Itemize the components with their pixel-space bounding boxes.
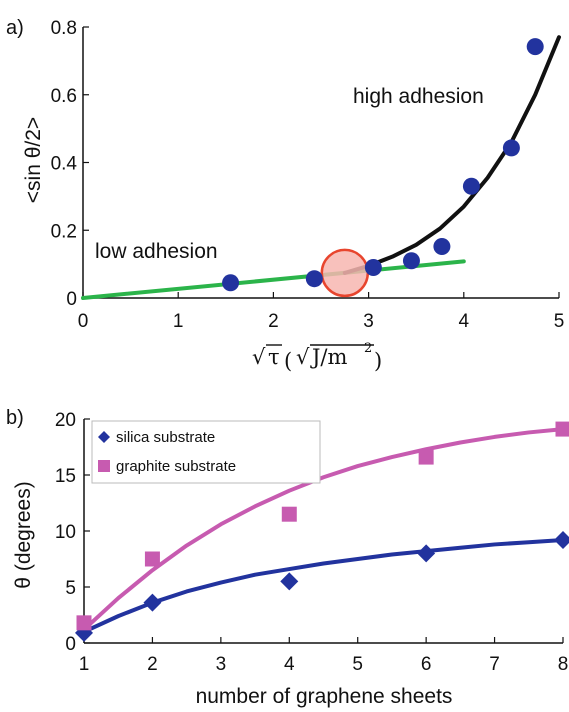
annotation-low-adhesion: low adhesion <box>95 240 218 263</box>
legend-label-graphite: graphite substrate <box>116 458 236 475</box>
panel-b-x-tick-label: 1 <box>79 654 90 675</box>
panel-b-y-tick-label: 5 <box>65 578 76 599</box>
panel-a-x-axis-label: √ τ ( √ J/m 2 ) <box>252 341 382 373</box>
panel-b-y-tick-label: 20 <box>55 410 76 431</box>
data-point <box>305 270 323 288</box>
panel-b-x-tick-label: 6 <box>421 654 432 675</box>
graphite-data-point <box>144 551 160 567</box>
graphite-data-point <box>281 506 297 522</box>
legend-label-silica: silica substrate <box>116 429 215 446</box>
data-point <box>402 252 420 270</box>
legend-box <box>91 420 321 484</box>
panel-b: b) θ (degrees) number of graphene sheets… <box>6 407 569 708</box>
fit-line-graphite <box>82 427 565 632</box>
panel-b-legend: silica substrate graphite substrate <box>91 420 321 484</box>
x-label-units-exponent: 2 <box>364 341 372 356</box>
panel-b-x-tick-label: 3 <box>216 654 227 675</box>
transition-highlight-circle <box>320 248 370 298</box>
panel-a-points <box>222 38 544 298</box>
panel-a-x-tick-label: 2 <box>268 311 279 332</box>
panel-a-y-tick-label: 0.2 <box>51 221 77 242</box>
legend-marker-silica <box>98 431 110 443</box>
panel-a-y-tick-label: 0.8 <box>51 18 77 39</box>
panel-a-y-tick-label: 0.6 <box>51 86 77 107</box>
graphite-data-point <box>418 449 434 465</box>
data-point <box>364 259 382 277</box>
fit-line-silica <box>82 537 565 634</box>
panel-b-label: b) <box>6 407 24 429</box>
fit-line-high-adhesion <box>342 35 561 275</box>
panel-a-x-tick-label: 0 <box>78 311 89 332</box>
silica-data-point <box>417 544 436 563</box>
panel-b-y-tick-label: 15 <box>55 466 76 487</box>
data-point <box>502 139 520 157</box>
x-label-sqrt-symbol: √ <box>252 345 266 369</box>
panel-a-annotations: low adhesion high adhesion <box>95 85 484 263</box>
panel-a-y-axis-label-text: <sin θ/2> <box>22 117 45 203</box>
panel-b-x-axis-label: number of graphene sheets <box>196 685 453 708</box>
panel-a: a) <sin θ/2> √ τ ( √ J/m 2 ) 0 1 2 3 4 500.20… <box>6 17 564 373</box>
panel-a-x-tick-label: 1 <box>173 311 184 332</box>
x-label-units: J/m <box>310 345 347 369</box>
panel-a-fit-lines <box>81 35 561 300</box>
data-point <box>222 274 240 292</box>
panel-b-fit-lines <box>82 427 565 634</box>
graphite-data-point <box>76 615 92 631</box>
panel-b-y-axis-label: θ (degrees) <box>12 481 35 588</box>
data-point <box>526 38 544 56</box>
panel-b-axes: 1 2 3 4 5 6 7 8 0 5 10 15 20 <box>55 410 568 675</box>
panel-b-y-tick-label: 10 <box>55 522 76 543</box>
x-label-paren-open: ( <box>284 349 292 373</box>
fit-line-low-adhesion <box>81 259 466 300</box>
silica-data-point <box>554 530 569 549</box>
panel-a-x-tick-label: 4 <box>459 311 470 332</box>
panel-a-x-tick-label: 5 <box>554 311 565 332</box>
panel-b-x-tick-label: 5 <box>352 654 363 675</box>
x-label-units-sqrt: √ <box>296 345 310 369</box>
graphite-data-point <box>555 421 569 437</box>
panel-b-x-tick-label: 4 <box>284 654 295 675</box>
panel-b-points <box>75 421 569 642</box>
silica-data-point <box>143 593 162 612</box>
panel-b-x-tick-label: 7 <box>489 654 500 675</box>
panel-a-y-tick-label: 0.4 <box>51 154 78 175</box>
data-point <box>433 238 451 256</box>
panel-a-x-tick-label: 3 <box>363 311 374 332</box>
silica-data-point <box>280 572 299 591</box>
panel-b-y-tick-label: 0 <box>65 634 76 655</box>
data-point <box>462 177 480 195</box>
panel-a-label: a) <box>6 17 24 39</box>
legend-marker-graphite <box>98 460 110 472</box>
panel-b-y-axis-label-text: θ (degrees) <box>12 481 35 588</box>
x-label-paren-close: ) <box>374 349 382 373</box>
annotation-high-adhesion: high adhesion <box>353 85 484 108</box>
panel-b-x-tick-label: 8 <box>558 654 569 675</box>
panel-a-y-tick-label: 0 <box>66 289 77 310</box>
panel-a-y-axis-label: <sin θ/2> <box>22 117 45 203</box>
panel-b-x-tick-label: 2 <box>147 654 158 675</box>
x-label-tau: τ <box>268 345 280 369</box>
panel-a-axes: 0 1 2 3 4 5 0 0.2 0.4 0.6 0.8 <box>51 18 565 332</box>
